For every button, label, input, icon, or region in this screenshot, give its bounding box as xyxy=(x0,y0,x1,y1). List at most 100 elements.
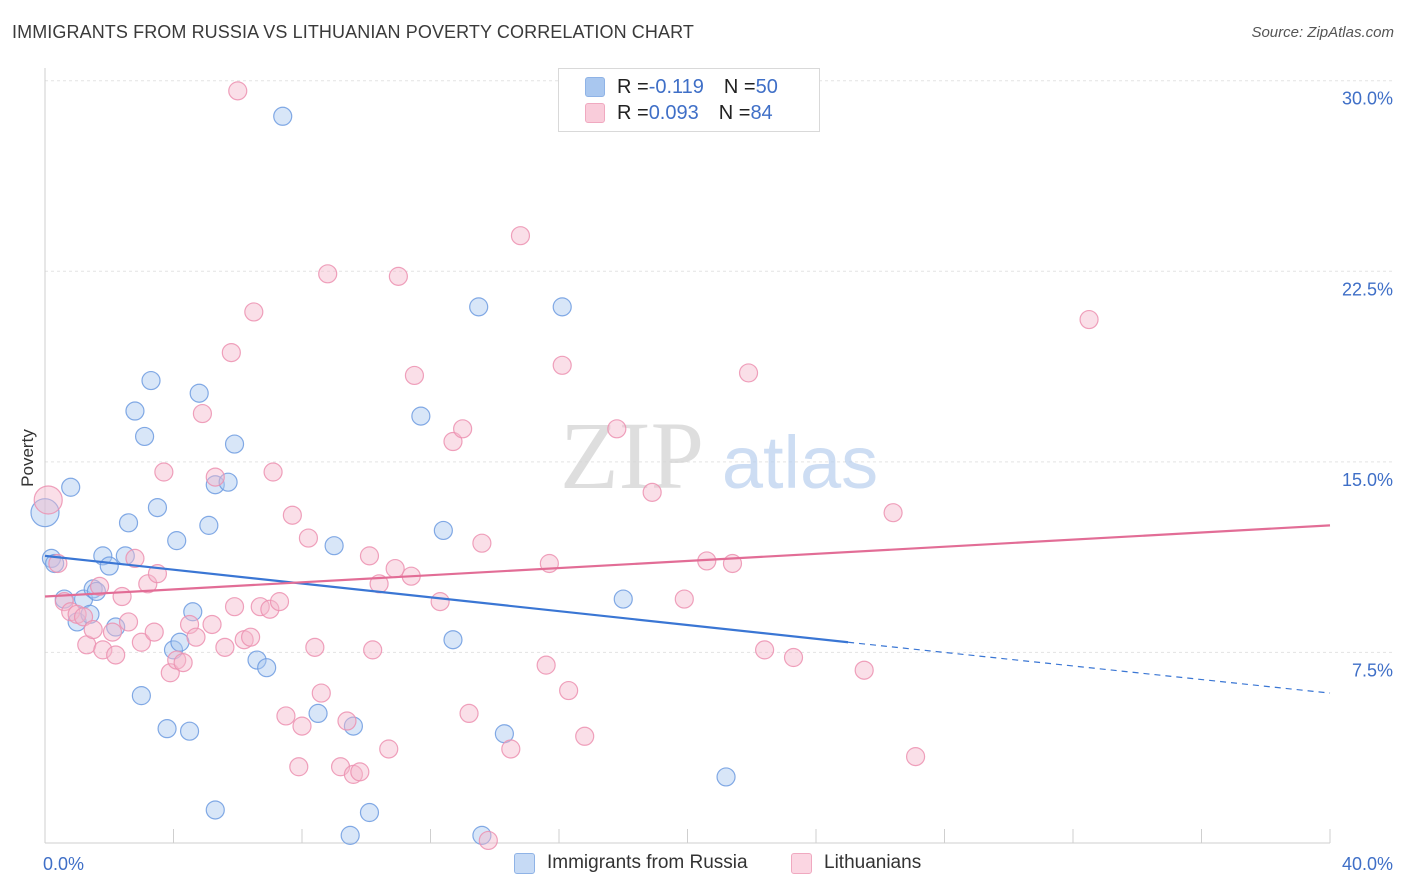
data-point xyxy=(173,652,193,673)
data-point xyxy=(157,719,177,739)
data-point xyxy=(224,597,245,617)
data-point xyxy=(147,497,168,518)
data-point xyxy=(205,467,225,487)
data-point xyxy=(167,531,187,551)
data-point xyxy=(183,602,203,622)
data-point xyxy=(276,706,296,726)
data-point xyxy=(305,637,325,657)
data-point xyxy=(350,762,370,782)
series-legend: Immigrants from Russia Lithuanians xyxy=(0,852,1406,878)
axes xyxy=(44,68,1331,844)
data-point xyxy=(93,546,113,566)
data-point xyxy=(308,703,328,724)
data-point xyxy=(469,297,489,317)
data-point xyxy=(552,355,572,375)
data-point xyxy=(716,767,736,787)
data-point xyxy=(404,365,425,386)
data-point xyxy=(854,660,874,680)
data-point xyxy=(472,533,492,553)
grid-lines xyxy=(45,80,1392,653)
data-point xyxy=(125,548,145,569)
data-point xyxy=(905,747,926,767)
data-point xyxy=(324,536,344,556)
data-point xyxy=(478,830,498,851)
data-point xyxy=(292,716,312,736)
data-point xyxy=(273,106,293,126)
n-value: 84 xyxy=(750,101,773,124)
data-point xyxy=(141,370,161,391)
data-point xyxy=(244,302,264,322)
legend-swatch-russia xyxy=(514,852,535,874)
n-label: N = xyxy=(723,75,756,98)
data-point xyxy=(459,703,479,724)
data-point xyxy=(883,503,903,523)
data-point xyxy=(241,627,261,647)
data-point xyxy=(99,556,119,576)
data-point xyxy=(783,647,804,668)
data-points xyxy=(30,81,1099,851)
data-point xyxy=(433,520,453,541)
tick-labels: 7.5% 15.0% 22.5% 30.0% 0.0% 40.0% xyxy=(43,89,1393,874)
data-point xyxy=(379,739,399,759)
trend-extension-0 xyxy=(848,641,1331,694)
data-point xyxy=(1079,309,1099,330)
chart-title: IMMIGRANTS FROM RUSSIA VS LITHUANIAN POV… xyxy=(12,22,694,42)
data-point xyxy=(754,640,775,660)
data-point xyxy=(215,637,235,657)
n-value: 50 xyxy=(755,75,778,98)
data-point xyxy=(311,683,331,703)
x-tick-label: 40.0% xyxy=(1342,854,1393,874)
data-point xyxy=(192,403,213,424)
data-point xyxy=(131,632,151,652)
r-value: 0.093 xyxy=(648,101,699,124)
data-point xyxy=(102,622,123,642)
legend-item-russia[interactable]: Immigrants from Russia xyxy=(514,852,748,874)
data-point xyxy=(443,431,463,452)
data-point xyxy=(289,757,309,777)
data-point xyxy=(337,711,357,731)
data-point xyxy=(118,612,139,632)
legend-label-russia: Immigrants from Russia xyxy=(547,852,748,873)
data-point xyxy=(642,482,662,502)
data-point xyxy=(363,640,383,660)
watermark-zip: ZIP xyxy=(560,402,704,509)
watermark: ZIP atlas xyxy=(560,402,878,509)
trend-line-0 xyxy=(44,554,849,644)
data-point xyxy=(199,515,219,535)
data-point xyxy=(247,650,267,670)
data-point xyxy=(170,632,190,652)
data-point xyxy=(453,419,473,439)
data-point xyxy=(93,640,113,660)
trend-line-1 xyxy=(44,524,1331,598)
correlation-legend: R = -0.119 N = 50 R = 0.093 N = 84 xyxy=(558,68,820,132)
legend-item-lithuanians[interactable]: Lithuanians xyxy=(791,852,921,874)
r-label: R = xyxy=(617,75,649,98)
data-point xyxy=(359,546,380,566)
data-point xyxy=(33,485,63,515)
data-point xyxy=(125,401,145,421)
data-point xyxy=(221,342,241,363)
data-point xyxy=(83,619,103,640)
data-point xyxy=(138,574,158,594)
y-tick-label: 22.5% xyxy=(1342,279,1393,299)
n-label: N = xyxy=(718,101,751,124)
data-point xyxy=(154,462,174,482)
data-point xyxy=(388,266,408,286)
data-point xyxy=(263,462,283,482)
data-point xyxy=(144,622,164,642)
data-point xyxy=(257,658,277,678)
r-label: R = xyxy=(617,101,649,124)
data-point xyxy=(54,592,74,612)
data-point xyxy=(90,576,110,596)
data-point xyxy=(510,226,531,246)
data-point xyxy=(186,627,206,647)
data-point xyxy=(552,297,572,317)
data-point xyxy=(106,645,126,665)
legend-swatch-lithuanians xyxy=(585,103,605,123)
data-point xyxy=(48,553,68,574)
data-point xyxy=(179,721,200,741)
data-point xyxy=(30,498,60,528)
data-point xyxy=(340,825,360,845)
legend-row-russia: R = -0.119 N = 50 xyxy=(585,75,778,99)
